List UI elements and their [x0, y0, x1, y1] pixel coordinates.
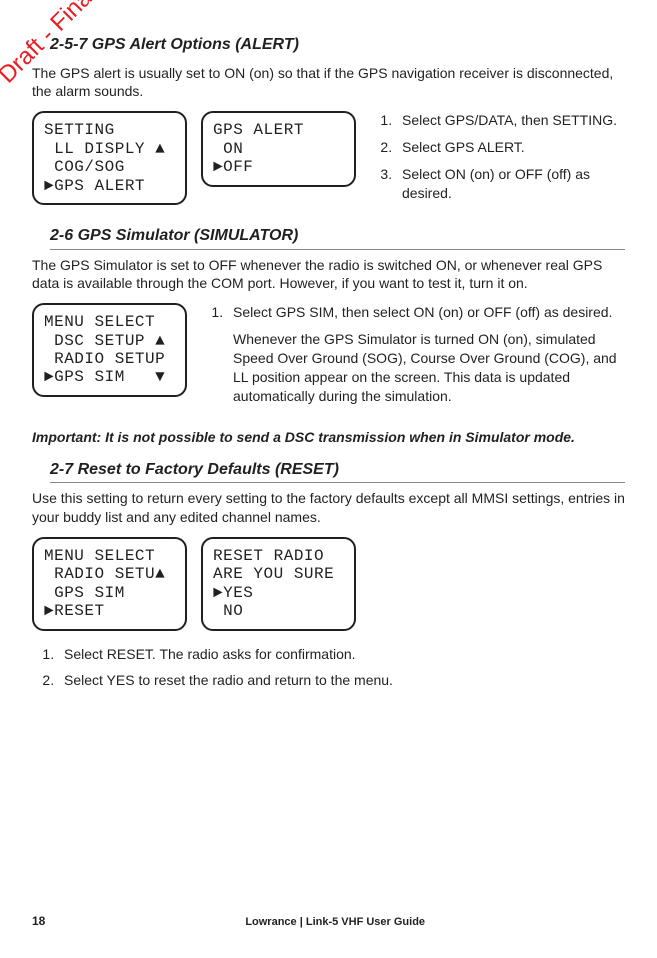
step-text: Select RESET. The radio asks for confirm… — [64, 645, 625, 664]
lcd-gps-alert-on-off: GPS ALERT ON ►OFF — [201, 111, 356, 186]
footer-guide-title: Lowrance | Link-5 VHF User Guide — [45, 915, 625, 930]
page-footer: 18 Lowrance | Link-5 VHF User Guide — [32, 913, 625, 930]
intro-2-6: The GPS Simulator is set to OFF whenever… — [32, 256, 625, 294]
steps-2-6: Select GPS SIM, then select ON (on) or O… — [201, 303, 625, 413]
heading-2-7: 2-7 Reset to Factory Defaults (RESET) — [50, 459, 625, 484]
step-2-6-1: Select GPS SIM, then select ON (on) or O… — [227, 303, 625, 405]
step-2-5-7-3: Select ON (on) or OFF (off) as desired. — [396, 165, 625, 203]
heading-2-6: 2-6 GPS Simulator (SIMULATOR) — [50, 225, 625, 250]
lcd-setting-gps-alert: SETTING LL DISPLY ▲ COG/SOG ►GPS ALERT — [32, 111, 187, 205]
steps-2-7: Select RESET. The radio asks for confirm… — [32, 645, 625, 691]
row-2-5-7: SETTING LL DISPLY ▲ COG/SOG ►GPS ALERT G… — [32, 111, 625, 211]
lcd-menu-select-gps-sim: MENU SELECT DSC SETUP ▲ RADIO SETUP ►GPS… — [32, 303, 187, 397]
row-2-6: MENU SELECT DSC SETUP ▲ RADIO SETUP ►GPS… — [32, 303, 625, 413]
step-text: Select GPS/DATA, then SETTING. — [402, 111, 625, 130]
step-2-7-2: Select YES to reset the radio and return… — [58, 671, 625, 690]
steps-2-5-7: Select GPS/DATA, then SETTING. Select GP… — [370, 111, 625, 211]
step-text: Select YES to reset the radio and return… — [64, 671, 625, 690]
page-number: 18 — [32, 913, 45, 929]
step-2-5-7-1: Select GPS/DATA, then SETTING. — [396, 111, 625, 130]
intro-2-7: Use this setting to return every setting… — [32, 489, 625, 527]
step-text: Select GPS ALERT. — [402, 138, 625, 157]
important-dsc-note: Important: It is not possible to send a … — [32, 428, 625, 447]
lcd-menu-select-reset: MENU SELECT RADIO SETU▲ GPS SIM ►RESET — [32, 537, 187, 631]
step-text: Select ON (on) or OFF (off) as desired. — [402, 165, 625, 203]
heading-2-5-7: 2-5-7 GPS Alert Options (ALERT) — [50, 34, 625, 58]
row-2-7: MENU SELECT RADIO SETU▲ GPS SIM ►RESET R… — [32, 537, 625, 631]
intro-2-5-7: The GPS alert is usually set to ON (on) … — [32, 64, 625, 102]
step-note: Whenever the GPS Simulator is turned ON … — [233, 330, 625, 406]
step-text: Select GPS SIM, then select ON (on) or O… — [233, 303, 625, 322]
lcd-reset-confirm: RESET RADIO ARE YOU SURE ►YES NO — [201, 537, 356, 631]
step-2-5-7-2: Select GPS ALERT. — [396, 138, 625, 157]
step-2-7-1: Select RESET. The radio asks for confirm… — [58, 645, 625, 664]
